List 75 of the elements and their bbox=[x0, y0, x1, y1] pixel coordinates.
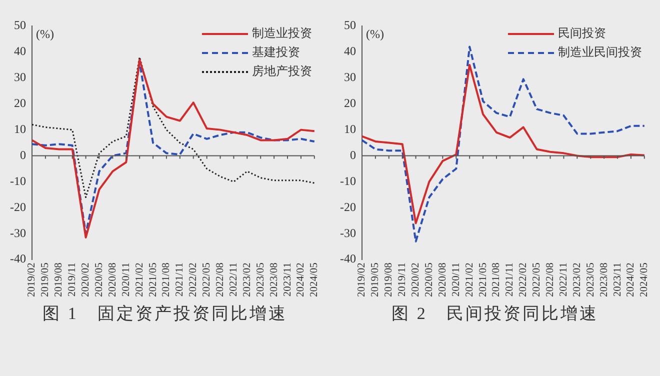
x-tick-label: 2022/05 bbox=[532, 262, 543, 298]
x-tick-label: 2020/11 bbox=[120, 262, 132, 297]
y-tick-label: 20 bbox=[14, 96, 26, 110]
x-tick-label: 2022/02 bbox=[188, 262, 200, 298]
x-tick-label: 2019/02 bbox=[26, 262, 38, 298]
legend-label: 基建投资 bbox=[252, 44, 300, 61]
y-tick-label: 40 bbox=[344, 44, 356, 58]
x-tick-label: 2021/02 bbox=[464, 262, 476, 298]
y-axis-title: (%) bbox=[36, 27, 54, 42]
x-tick-label: 2020/02 bbox=[410, 262, 422, 298]
x-tick-label: 2022/08 bbox=[215, 262, 226, 298]
x-tick-label: 2021/11 bbox=[174, 262, 186, 297]
y-tick-label: 30 bbox=[14, 70, 26, 84]
y-tick-label: -10 bbox=[10, 174, 26, 188]
x-tick-label: 2022/11 bbox=[228, 262, 240, 297]
x-tick-label: 2024/02 bbox=[626, 262, 637, 298]
y-tick-label: 40 bbox=[14, 44, 26, 58]
x-tick-label: 2021/11 bbox=[504, 262, 516, 297]
y-tick-label: 10 bbox=[14, 122, 26, 136]
x-tick-label: 2023/02 bbox=[242, 262, 253, 298]
text: 图 2 民间投资同比增速 bbox=[390, 303, 600, 325]
y-tick-label: -30 bbox=[10, 226, 26, 240]
x-tick-label: 2024/02 bbox=[296, 262, 307, 298]
x-tick-label: 2023/02 bbox=[572, 262, 583, 298]
y-tick-label: -30 bbox=[340, 226, 356, 240]
text: 图 1 固定资产投资同比增速 bbox=[42, 303, 288, 325]
legend-label: 制造业民间投资 bbox=[558, 44, 642, 61]
x-tick-label: 2019/08 bbox=[54, 262, 65, 298]
y-tick-label: 50 bbox=[14, 18, 26, 32]
y-tick-label: -40 bbox=[10, 252, 26, 266]
y-tick-label: -10 bbox=[340, 174, 356, 188]
x-tick-label: 2024/05 bbox=[639, 262, 650, 298]
x-tick-label: 2019/02 bbox=[356, 262, 368, 298]
x-tick-label: 2021/02 bbox=[134, 262, 146, 298]
legend-label: 民间投资 bbox=[558, 25, 606, 42]
x-tick-label: 2023/05 bbox=[585, 262, 596, 298]
y-tick-label: 50 bbox=[344, 18, 356, 32]
y-tick-label: 20 bbox=[344, 96, 356, 110]
x-tick-label: 2021/08 bbox=[491, 262, 502, 298]
y-tick-label: -20 bbox=[340, 200, 356, 214]
x-tick-label: 2019/11 bbox=[397, 262, 408, 297]
x-tick-label: 2022/11 bbox=[558, 262, 570, 297]
x-tick-label: 2023/11 bbox=[282, 262, 294, 297]
x-tick-label: 2021/05 bbox=[478, 262, 489, 298]
x-tick-label: 2022/08 bbox=[545, 262, 556, 298]
x-tick-label: 2023/11 bbox=[612, 262, 624, 297]
y-tick-label: -40 bbox=[340, 252, 356, 266]
x-tick-label: 2023/08 bbox=[268, 262, 280, 298]
y-tick-label: 0 bbox=[350, 148, 356, 162]
x-tick-label: 2020/05 bbox=[94, 262, 105, 298]
x-tick-label: 2020/08 bbox=[437, 262, 448, 298]
x-tick-label: 2023/05 bbox=[255, 262, 266, 298]
x-tick-label: 2023/08 bbox=[598, 262, 610, 298]
y-tick-label: 0 bbox=[20, 148, 26, 162]
x-tick-label: 2020/11 bbox=[450, 262, 462, 297]
x-tick-label: 2019/05 bbox=[40, 262, 52, 298]
legend-label: 制造业投资 bbox=[252, 25, 312, 42]
legend-label: 房地产投资 bbox=[252, 63, 312, 80]
x-tick-label: 2019/08 bbox=[384, 262, 395, 298]
x-tick-label: 2019/05 bbox=[370, 262, 382, 298]
y-tick-label: 10 bbox=[344, 122, 356, 136]
x-tick-label: 2020/08 bbox=[107, 262, 118, 298]
x-tick-label: 2021/08 bbox=[161, 262, 172, 298]
x-tick-label: 2024/05 bbox=[309, 262, 320, 298]
x-tick-label: 2020/05 bbox=[424, 262, 435, 298]
line-series bbox=[360, 46, 646, 242]
y-tick-label: 30 bbox=[344, 70, 356, 84]
line-series bbox=[31, 56, 316, 198]
x-tick-label: 2019/11 bbox=[67, 262, 78, 297]
x-tick-label: 2022/02 bbox=[518, 262, 530, 298]
x-tick-label: 2022/05 bbox=[202, 262, 213, 298]
y-tick-label: -20 bbox=[10, 200, 26, 214]
x-tick-label: 2021/05 bbox=[148, 262, 159, 298]
y-axis-title: (%) bbox=[366, 27, 384, 42]
x-tick-label: 2020/02 bbox=[80, 262, 92, 298]
